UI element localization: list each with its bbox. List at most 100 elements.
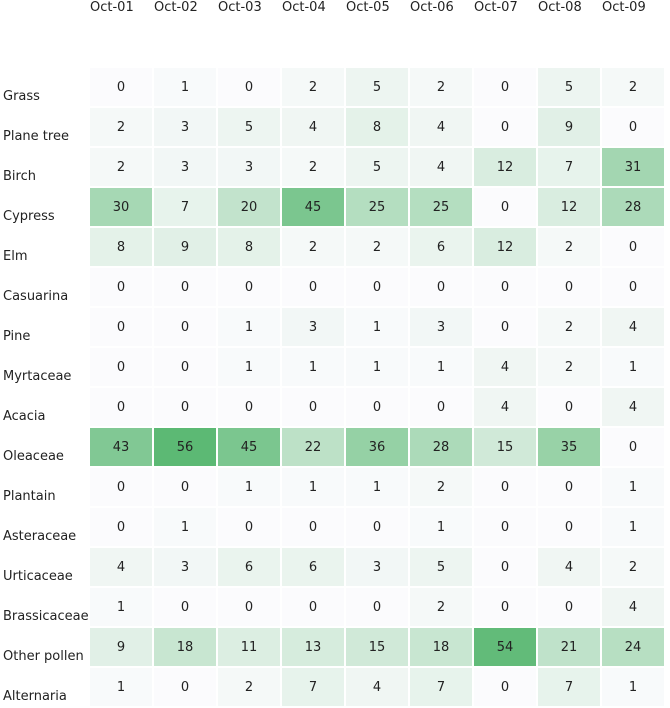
heatmap-cell: 15: [474, 428, 536, 466]
row-label: Myrtaceae: [3, 369, 72, 384]
heatmap-cell: 4: [474, 388, 536, 426]
heatmap-cell: 2: [90, 148, 152, 186]
heatmap-cell: 0: [474, 588, 536, 626]
heatmap-cell: 3: [154, 108, 216, 146]
heatmap-cell: 0: [282, 388, 344, 426]
heatmap-cell: 0: [346, 508, 408, 546]
heatmap-cell: 0: [538, 388, 600, 426]
heatmap-cell: 2: [282, 228, 344, 266]
heatmap-cell: 24: [602, 628, 664, 666]
row-label: Plane tree: [3, 129, 69, 144]
heatmap-cell: 3: [154, 148, 216, 186]
heatmap-cell: 4: [538, 548, 600, 586]
heatmap-cell: 0: [90, 68, 152, 106]
column-label: Oct-07: [474, 0, 518, 15]
heatmap-cell: 18: [410, 628, 472, 666]
heatmap-cell: 11: [218, 628, 280, 666]
heatmap-cell: 0: [602, 428, 664, 466]
heatmap-cell: 0: [602, 268, 664, 306]
heatmap-cell: 4: [410, 148, 472, 186]
heatmap-cell: 0: [538, 588, 600, 626]
heatmap-cell: 8: [346, 108, 408, 146]
heatmap-cell: 4: [602, 308, 664, 346]
heatmap-cell: 0: [90, 508, 152, 546]
heatmap-cell: 28: [410, 428, 472, 466]
heatmap-cell: 2: [346, 228, 408, 266]
heatmap-cell: 0: [218, 268, 280, 306]
column-header: Oct-04: [282, 0, 344, 66]
column-header: Oct-02: [154, 0, 216, 66]
row-label: Alternaria: [3, 689, 67, 704]
column-label: Oct-02: [154, 0, 198, 15]
column-label: Oct-04: [282, 0, 326, 15]
heatmap-cell: 0: [474, 188, 536, 226]
column-label: Oct-01: [90, 0, 134, 15]
heatmap-cell: 0: [602, 228, 664, 266]
column-label: Oct-08: [538, 0, 582, 15]
column-header: Oct-03: [218, 0, 280, 66]
heatmap-cell: 0: [282, 588, 344, 626]
heatmap-cell: 0: [410, 388, 472, 426]
column-header: Oct-06: [410, 0, 472, 66]
heatmap-cell: 0: [346, 268, 408, 306]
heatmap-cell: 1: [154, 68, 216, 106]
heatmap-cell: 12: [538, 188, 600, 226]
heatmap-cell: 0: [154, 668, 216, 706]
row-label: Brassicaceae: [3, 609, 89, 624]
heatmap-cell: 1: [218, 468, 280, 506]
heatmap-cell: 1: [218, 308, 280, 346]
row-label: Birch: [3, 169, 36, 184]
column-label: Oct-03: [218, 0, 262, 15]
heatmap-cell: 2: [538, 308, 600, 346]
heatmap-cell: 7: [282, 668, 344, 706]
column-header: Oct-07: [474, 0, 536, 66]
heatmap-cell: 0: [474, 308, 536, 346]
heatmap-cell: 4: [282, 108, 344, 146]
heatmap-cell: 0: [154, 268, 216, 306]
heatmap-cell: 5: [346, 68, 408, 106]
heatmap-cell: 9: [538, 108, 600, 146]
heatmap-cell: 0: [538, 268, 600, 306]
heatmap-cell: 0: [282, 508, 344, 546]
heatmap-cell: 45: [218, 428, 280, 466]
heatmap-cell: 0: [154, 388, 216, 426]
heatmap-cell: 30: [90, 188, 152, 226]
heatmap-cell: 3: [282, 308, 344, 346]
heatmap-cell: 2: [538, 348, 600, 386]
heatmap-cell: 1: [282, 348, 344, 386]
heatmap-cell: 0: [90, 388, 152, 426]
row-label: Pine: [3, 329, 31, 344]
heatmap-cell: 0: [218, 388, 280, 426]
heatmap-cell: 0: [474, 508, 536, 546]
row-label: Oleaceae: [3, 449, 64, 464]
heatmap-cell: 5: [410, 548, 472, 586]
row-label: Urticaceae: [3, 569, 73, 584]
heatmap-cell: 7: [538, 668, 600, 706]
heatmap-cell: 2: [90, 108, 152, 146]
heatmap-cell: 3: [218, 148, 280, 186]
heatmap-cell: 0: [218, 68, 280, 106]
heatmap-cell: 7: [410, 668, 472, 706]
heatmap-cell: 25: [346, 188, 408, 226]
row-label: Cypress: [3, 209, 55, 224]
heatmap-cell: 7: [538, 148, 600, 186]
row-label: Plantain: [3, 489, 56, 504]
heatmap-cell: 28: [602, 188, 664, 226]
heatmap-cell: 1: [602, 468, 664, 506]
heatmap-cell: 1: [154, 508, 216, 546]
heatmap-cell: 0: [474, 108, 536, 146]
row-label: Elm: [3, 249, 28, 264]
column-label: Oct-05: [346, 0, 390, 15]
heatmap-cell: 5: [346, 148, 408, 186]
heatmap-cell: 12: [474, 148, 536, 186]
column-label: Oct-09: [602, 0, 646, 15]
heatmap-cell: 4: [474, 348, 536, 386]
heatmap-cell: 0: [154, 308, 216, 346]
heatmap-cell: 6: [410, 228, 472, 266]
heatmap-cell: 12: [474, 228, 536, 266]
heatmap-cell: 0: [474, 548, 536, 586]
heatmap-cell: 1: [90, 668, 152, 706]
row-label: Acacia: [3, 409, 46, 424]
heatmap-cell: 0: [90, 268, 152, 306]
heatmap-cell: 22: [282, 428, 344, 466]
